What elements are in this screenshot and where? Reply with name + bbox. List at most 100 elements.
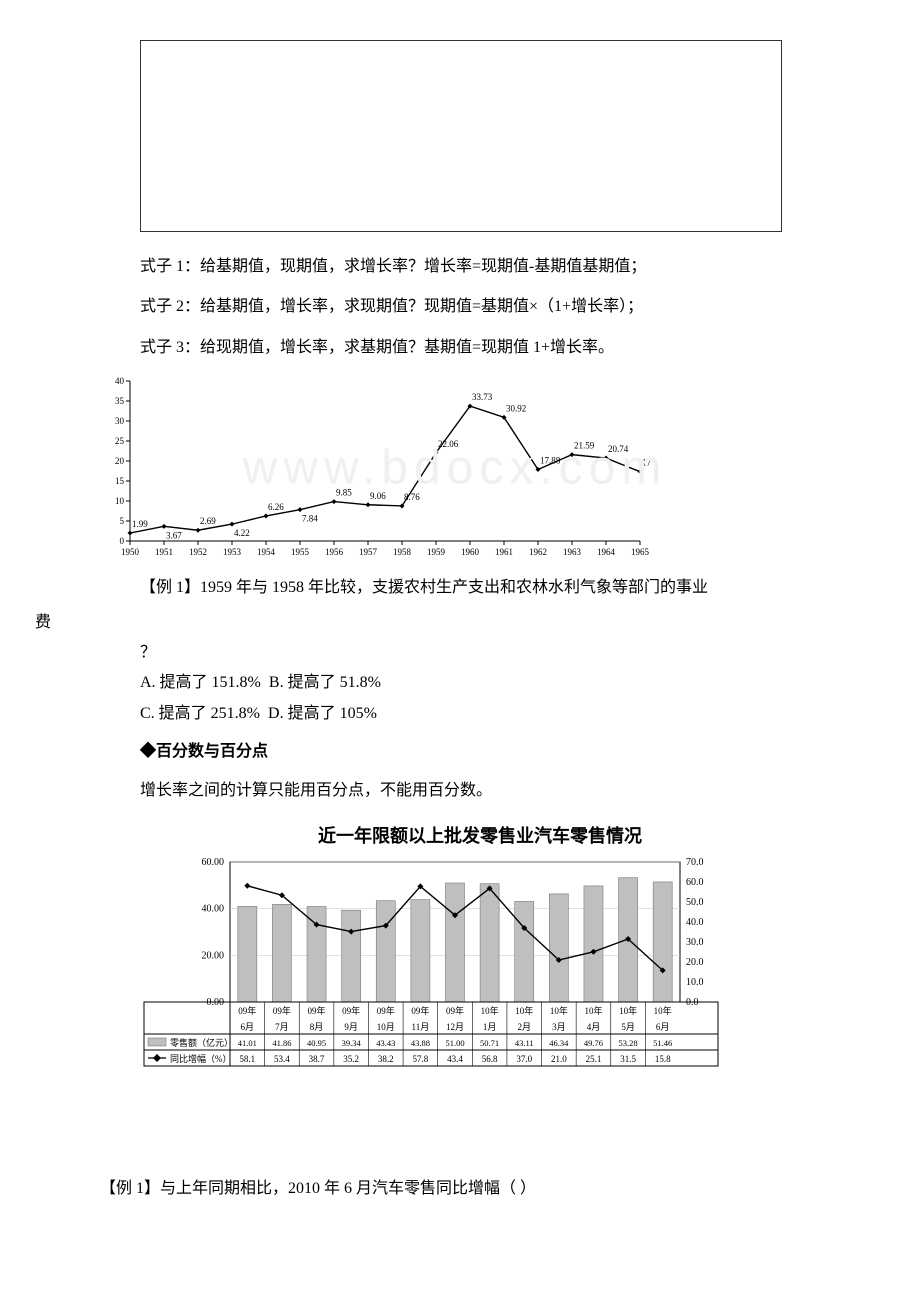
empty-frame [140, 40, 782, 232]
svg-text:09年: 09年 [342, 1005, 360, 1016]
chart-1-svg: 0510152025303540195019511952195319541955… [90, 373, 650, 563]
svg-text:20: 20 [115, 456, 125, 466]
svg-text:50.71: 50.71 [480, 1038, 499, 1048]
svg-text:1月: 1月 [483, 1022, 497, 1032]
svg-text:10月: 10月 [377, 1022, 395, 1032]
svg-text:10年: 10年 [619, 1005, 637, 1016]
svg-text:46.34: 46.34 [549, 1038, 569, 1048]
svg-text:09年: 09年 [411, 1005, 429, 1016]
svg-text:41.01: 41.01 [238, 1038, 257, 1048]
svg-text:5: 5 [120, 516, 125, 526]
svg-text:40.00: 40.00 [202, 904, 225, 915]
svg-text:35: 35 [115, 396, 125, 406]
svg-text:1965: 1965 [631, 547, 650, 557]
svg-text:17.33: 17.33 [642, 458, 650, 468]
option-d: D. 提高了 105% [268, 705, 377, 722]
chart-2-combo: 近一年限额以上批发零售业汽车零售情况 0.0020.0040.0060.000.… [140, 822, 820, 1164]
svg-text:39.34: 39.34 [342, 1038, 362, 1048]
svg-text:10年: 10年 [584, 1005, 602, 1016]
svg-text:同比增幅（%）: 同比增幅（%） [170, 1053, 232, 1064]
svg-text:20.00: 20.00 [202, 950, 225, 961]
svg-text:1963: 1963 [563, 547, 582, 557]
svg-text:6月: 6月 [241, 1022, 255, 1032]
svg-text:7月: 7月 [275, 1022, 289, 1032]
svg-text:4月: 4月 [587, 1022, 601, 1032]
svg-text:12月: 12月 [446, 1022, 464, 1032]
svg-text:1959: 1959 [427, 547, 446, 557]
example-2-stem: 【例 1】与上年同期相比，2010 年 6 月汽车零售同比增幅（ ） [100, 1174, 820, 1204]
svg-text:2.69: 2.69 [200, 516, 216, 526]
svg-text:53.28: 53.28 [619, 1038, 638, 1048]
svg-text:60.00: 60.00 [202, 857, 225, 868]
svg-text:1957: 1957 [359, 547, 378, 557]
option-b: B. 提高了 51.8% [269, 674, 381, 691]
svg-text:38.7: 38.7 [309, 1054, 325, 1064]
svg-text:41.86: 41.86 [272, 1038, 291, 1048]
svg-text:11月: 11月 [412, 1022, 430, 1032]
svg-text:30: 30 [115, 416, 125, 426]
svg-text:40.95: 40.95 [307, 1038, 326, 1048]
option-c: C. 提高了 251.8% [140, 705, 260, 722]
svg-text:10年: 10年 [654, 1005, 672, 1016]
svg-text:10.0: 10.0 [686, 977, 704, 988]
section-body: 增长率之间的计算只能用百分点，不能用百分数。 [140, 776, 820, 806]
svg-text:1.99: 1.99 [132, 519, 148, 529]
svg-text:17.88: 17.88 [540, 456, 561, 466]
svg-text:15: 15 [115, 476, 125, 486]
example-1-options-cd: C. 提高了 251.8% D. 提高了 105% [140, 699, 820, 729]
svg-text:1961: 1961 [495, 547, 513, 557]
svg-text:6月: 6月 [656, 1022, 670, 1032]
svg-text:30.92: 30.92 [506, 403, 526, 413]
formula-1: 式子 1：给基期值，现期值，求增长率？增长率=现期值-基期值基期值； [140, 252, 820, 282]
svg-text:3月: 3月 [552, 1022, 566, 1032]
svg-text:1955: 1955 [291, 547, 310, 557]
svg-text:43.88: 43.88 [411, 1038, 430, 1048]
svg-text:7.84: 7.84 [302, 514, 318, 524]
chart-2-title: 近一年限额以上批发零售业汽车零售情况 [140, 822, 820, 848]
svg-text:09年: 09年 [377, 1005, 395, 1016]
svg-text:70.0: 70.0 [686, 857, 704, 868]
formula-3: 式子 3：给现期值，增长率，求基期值？基期值=现期值 1+增长率。 [140, 333, 820, 363]
svg-text:1960: 1960 [461, 547, 480, 557]
chart-2-svg: 0.0020.0040.0060.000.010.020.030.040.050… [140, 854, 720, 1164]
svg-text:43.4: 43.4 [447, 1054, 463, 1064]
example-1-options-ab: A. 提高了 151.8% B. 提高了 51.8% [140, 668, 820, 698]
example-1-stem-2: 费 [35, 608, 820, 638]
svg-text:0: 0 [120, 536, 125, 546]
svg-text:8月: 8月 [310, 1022, 324, 1032]
svg-text:25: 25 [115, 436, 125, 446]
svg-text:1964: 1964 [597, 547, 616, 557]
svg-text:51.00: 51.00 [445, 1038, 464, 1048]
svg-text:43.43: 43.43 [376, 1038, 395, 1048]
svg-text:51.46: 51.46 [653, 1038, 672, 1048]
svg-text:38.2: 38.2 [378, 1054, 394, 1064]
svg-text:35.2: 35.2 [343, 1054, 359, 1064]
svg-text:37.0: 37.0 [516, 1054, 532, 1064]
option-a: A. 提高了 151.8% [140, 674, 261, 691]
svg-text:6.26: 6.26 [268, 502, 284, 512]
svg-text:9.85: 9.85 [336, 488, 352, 498]
svg-text:20.0: 20.0 [686, 957, 704, 968]
svg-text:21.0: 21.0 [551, 1054, 567, 1064]
svg-text:15.8: 15.8 [655, 1054, 671, 1064]
svg-text:43.11: 43.11 [515, 1038, 534, 1048]
example-1-stem-1: 【例 1】1959 年与 1958 年比较，支援农村生产支出和农林水利气象等部门… [140, 573, 820, 603]
svg-text:40.0: 40.0 [686, 917, 704, 928]
svg-text:09年: 09年 [238, 1005, 256, 1016]
svg-text:1962: 1962 [529, 547, 547, 557]
svg-text:零售额（亿元）: 零售额（亿元） [170, 1037, 233, 1048]
svg-text:50.0: 50.0 [686, 897, 704, 908]
svg-text:1958: 1958 [393, 547, 412, 557]
svg-text:09年: 09年 [273, 1005, 291, 1016]
svg-text:31.5: 31.5 [620, 1054, 636, 1064]
svg-text:33.73: 33.73 [472, 392, 493, 402]
chart-1-line: www.bdocx.com 05101520253035401950195119… [90, 373, 820, 563]
svg-text:1956: 1956 [325, 547, 344, 557]
formula-2: 式子 2：给基期值，增长率，求现期值？现期值=基期值×（1+增长率）； [140, 292, 820, 322]
svg-text:10年: 10年 [550, 1005, 568, 1016]
svg-text:8.76: 8.76 [404, 492, 420, 502]
svg-text:30.0: 30.0 [686, 937, 704, 948]
section-heading: ◆百分数与百分点 [140, 737, 820, 767]
svg-text:22.06: 22.06 [438, 439, 459, 449]
svg-text:20.74: 20.74 [608, 444, 629, 454]
